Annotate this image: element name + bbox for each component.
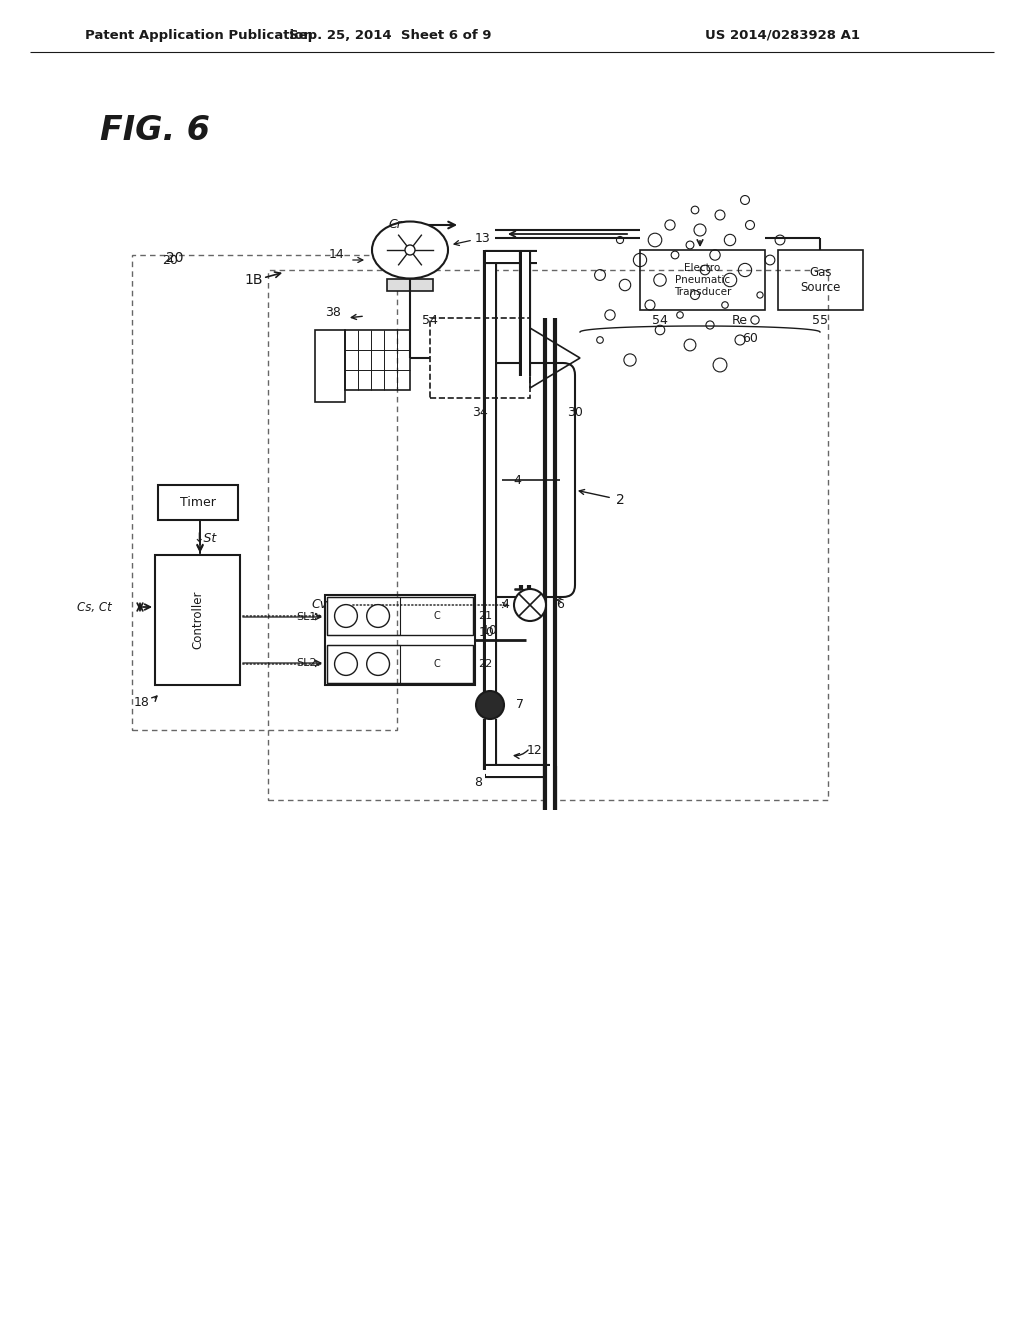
Bar (327, 645, 473, 682)
Text: 22: 22 (478, 659, 493, 669)
Text: US 2014/0283928 A1: US 2014/0283928 A1 (705, 29, 860, 41)
Text: Patent Application Publication: Patent Application Publication (85, 29, 312, 41)
Text: 55: 55 (812, 314, 828, 326)
Text: 1B: 1B (245, 273, 263, 286)
Text: 8: 8 (474, 776, 482, 788)
Bar (155, 554, 240, 685)
Text: 12: 12 (527, 743, 543, 756)
Text: ↓St: ↓St (194, 532, 217, 544)
Text: 20: 20 (166, 251, 183, 265)
Text: 4: 4 (513, 474, 521, 487)
Bar (325, 595, 475, 685)
Circle shape (514, 589, 546, 620)
Text: C: C (433, 611, 440, 620)
Bar (387, 279, 433, 290)
Bar (640, 249, 765, 310)
Text: 60: 60 (742, 331, 758, 345)
Text: 34: 34 (472, 407, 487, 420)
Text: 30: 30 (567, 407, 583, 420)
Bar (315, 330, 345, 403)
Text: Sep. 25, 2014  Sheet 6 of 9: Sep. 25, 2014 Sheet 6 of 9 (289, 29, 492, 41)
Bar (327, 645, 400, 682)
Text: Cv: Cv (312, 598, 328, 611)
Text: 20: 20 (162, 253, 178, 267)
Circle shape (367, 605, 389, 627)
Circle shape (367, 652, 389, 676)
Text: 10: 10 (482, 623, 498, 636)
Text: Gas
Source: Gas Source (801, 267, 841, 294)
Bar (485, 252, 537, 261)
Bar (132, 255, 397, 730)
Text: 14: 14 (329, 248, 344, 261)
Bar (430, 318, 530, 399)
Text: 4: 4 (501, 598, 509, 611)
Text: 18: 18 (134, 697, 150, 710)
Text: Timer: Timer (180, 496, 216, 510)
Bar (521, 252, 528, 376)
Bar (485, 719, 495, 770)
Bar (546, 766, 555, 810)
Text: Controller: Controller (191, 591, 204, 649)
Bar (158, 484, 238, 520)
Text: Cr: Cr (388, 219, 402, 231)
Text: 7: 7 (516, 698, 524, 711)
Bar (268, 271, 828, 800)
Ellipse shape (372, 222, 449, 279)
Circle shape (406, 246, 415, 255)
Text: 10: 10 (479, 626, 495, 639)
Bar (345, 330, 410, 389)
Bar (485, 249, 495, 700)
Bar (485, 766, 551, 776)
Text: 38: 38 (325, 305, 341, 318)
Text: SL1: SL1 (297, 612, 317, 622)
Bar (327, 597, 473, 635)
Text: Electro
Pneumatic
Transducer: Electro Pneumatic Transducer (674, 264, 731, 297)
Circle shape (335, 652, 357, 676)
Bar (327, 597, 400, 635)
Circle shape (335, 605, 357, 627)
Circle shape (476, 690, 504, 719)
Text: 6: 6 (556, 598, 564, 611)
Bar (778, 249, 863, 310)
Text: SL2: SL2 (297, 657, 317, 668)
Text: 2: 2 (615, 492, 625, 507)
Text: Re: Re (732, 314, 748, 326)
Text: 13: 13 (475, 231, 490, 244)
Text: FIG. 6: FIG. 6 (100, 114, 210, 147)
Text: C: C (433, 659, 440, 669)
Text: 21: 21 (478, 611, 493, 620)
Bar (526, 610, 534, 620)
Text: 54: 54 (652, 314, 668, 326)
Text: 54: 54 (422, 314, 438, 326)
Text: Cs, Ct: Cs, Ct (77, 601, 112, 614)
FancyBboxPatch shape (486, 363, 575, 597)
